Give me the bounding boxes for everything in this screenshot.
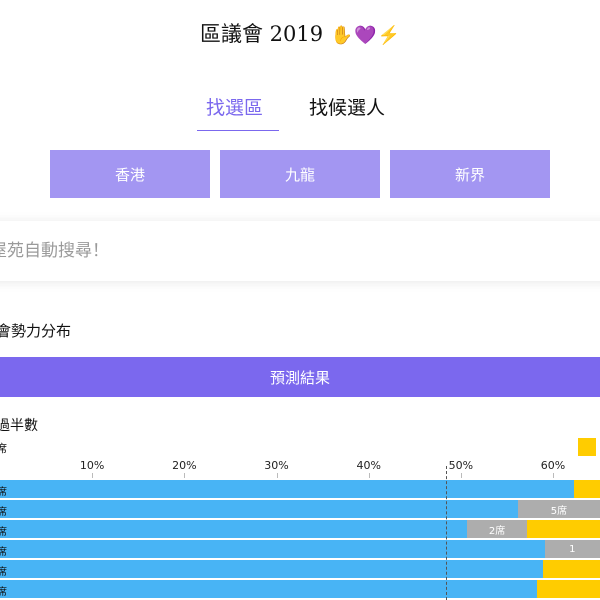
chart-subtitle: 席 xyxy=(0,442,7,455)
bar-segment-blue xyxy=(0,520,468,538)
page-title: 區議會 2019 ✋💜⚡ xyxy=(0,18,600,48)
x-tick-label: 40% xyxy=(356,459,381,472)
bar-row: 席 xyxy=(0,480,600,498)
bar-segment-blue xyxy=(0,540,545,558)
bar-row: 席 xyxy=(0,580,600,598)
lightning-icon: ⚡ xyxy=(377,25,401,46)
search-input[interactable] xyxy=(0,241,600,261)
bar-segment-yellow xyxy=(574,480,600,498)
bar-segment-blue xyxy=(0,500,518,518)
x-tick-label: 20% xyxy=(172,459,197,472)
region-button-hong-kong[interactable]: 香港 xyxy=(50,150,210,198)
tab-find-candidate[interactable]: 找候選人 xyxy=(309,97,386,119)
bar-segment-grey: 1 xyxy=(544,540,600,558)
bar-segment-blue xyxy=(0,560,543,578)
bar-row: 席 xyxy=(0,560,600,578)
bar-segment-yellow xyxy=(527,520,600,538)
purple-heart-icon: 💜 xyxy=(354,25,377,46)
x-tick-mark xyxy=(92,473,94,478)
x-tick-label: 50% xyxy=(448,459,474,472)
bar-segment-blue xyxy=(0,480,575,498)
x-tick-label: 30% xyxy=(264,459,289,472)
bar-row-label: 席 xyxy=(0,587,7,598)
x-tick-mark xyxy=(184,473,186,478)
tab-find-district[interactable]: 找選區 xyxy=(197,93,279,131)
region-button-new-territories[interactable]: 新界 xyxy=(390,150,550,198)
bar-segment-label: 1 xyxy=(569,543,576,555)
search-card xyxy=(0,221,600,281)
raised-hand-icon: ✋ xyxy=(330,25,354,46)
x-axis-ticks: 10% 20% 30% 40% 50% 60% xyxy=(0,459,600,478)
legend-swatch-yellow xyxy=(578,438,596,456)
bar-segment-grey: 5席 xyxy=(517,500,600,518)
predict-result-button[interactable]: 預測結果 xyxy=(0,357,600,397)
chart-title: 過半數 xyxy=(0,418,38,434)
tab-bar: 找選區 找候選人 xyxy=(197,93,393,131)
x-tick-mark xyxy=(276,473,278,478)
region-button-kowloon[interactable]: 九龍 xyxy=(220,150,380,198)
bar-row-label: 席 xyxy=(0,507,7,518)
stacked-bar-chart: 席 5席席 2席席 1 席席席 xyxy=(0,480,600,600)
bar-row: 2席 席 xyxy=(0,520,600,538)
x-tick-mark xyxy=(368,473,370,478)
bar-row-label: 席 xyxy=(0,487,7,498)
bar-row-label: 席 xyxy=(0,527,7,538)
x-tick-label: 10% xyxy=(79,459,105,472)
x-tick-label: 60% xyxy=(540,459,566,472)
title-text: 區議會 2019 xyxy=(199,22,324,46)
bar-segment-blue xyxy=(0,580,538,598)
region-buttons: 香港 九龍 新界 xyxy=(50,150,550,198)
bar-row-label: 席 xyxy=(0,567,7,578)
bar-segment-label: 2席 xyxy=(488,525,506,537)
bar-segment-grey: 2席 xyxy=(467,520,528,538)
bar-segment-yellow xyxy=(542,560,600,578)
bar-row-label: 席 xyxy=(0,547,7,558)
x-tick-mark xyxy=(553,473,554,478)
x-tick-mark xyxy=(460,473,462,478)
bar-segment-label: 5席 xyxy=(550,505,568,517)
bar-row: 5席 席 xyxy=(0,500,600,518)
section-title: 會勢力分布 xyxy=(0,322,72,340)
majority-reference-line xyxy=(446,466,447,600)
bar-segment-yellow xyxy=(537,580,600,598)
